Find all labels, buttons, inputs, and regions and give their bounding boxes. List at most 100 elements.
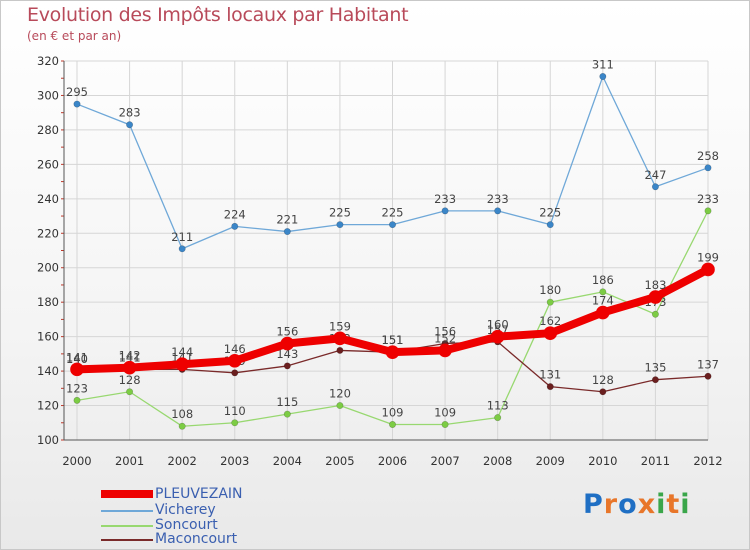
legend-label-pleuvezain: PLEUVEZAIN [155, 486, 243, 502]
data-label-pleuvezain: 151 [382, 333, 404, 347]
data-label-pleuvezain: 152 [434, 331, 456, 345]
data-point-soncourt [441, 420, 449, 428]
legend-swatch-soncourt [101, 525, 153, 527]
data-point-maconcourt [599, 388, 607, 396]
data-point-soncourt [178, 422, 186, 430]
data-point-pleuvezain [175, 357, 189, 372]
data-label-soncourt: 113 [487, 399, 509, 413]
data-label-soncourt: 233 [697, 192, 719, 206]
data-label-maconcourt: 135 [644, 361, 666, 375]
data-point-soncourt [336, 402, 344, 410]
data-point-vicherey [336, 221, 344, 229]
logo-letter: r [603, 489, 619, 520]
data-point-vicherey [441, 207, 449, 215]
proxiti-logo: Proxiti [583, 489, 691, 520]
data-point-pleuvezain [648, 290, 663, 304]
data-label-vicherey: 225 [382, 206, 404, 220]
data-point-soncourt [651, 310, 659, 318]
data-label-soncourt: 109 [434, 405, 456, 419]
data-point-pleuvezain [490, 329, 505, 344]
y-tick-label: 200 [37, 261, 59, 275]
data-point-soncourt [73, 396, 81, 404]
data-point-vicherey [231, 222, 239, 230]
x-tick-label: 2003 [220, 454, 249, 468]
data-label-pleuvezain: 174 [592, 294, 614, 308]
y-tick-label: 300 [37, 88, 59, 102]
y-tick-label: 280 [37, 123, 59, 137]
data-point-pleuvezain [543, 326, 558, 340]
data-point-maconcourt [283, 362, 291, 370]
legend-label-vicherey: Vicherey [155, 502, 216, 518]
chart-subtitle: (en € et par an) [27, 29, 122, 43]
data-label-soncourt: 128 [119, 373, 141, 387]
data-label-soncourt: 108 [171, 407, 193, 421]
data-label-maconcourt: 128 [592, 373, 614, 387]
data-label-soncourt: 123 [66, 381, 88, 395]
data-point-pleuvezain [227, 353, 242, 368]
y-tick-label: 160 [37, 330, 59, 344]
logo-letter: x [637, 489, 657, 520]
data-point-soncourt [283, 410, 291, 418]
data-label-vicherey: 233 [434, 192, 456, 206]
x-tick-label: 2011 [641, 454, 670, 468]
data-label-soncourt: 180 [539, 283, 561, 297]
data-label-vicherey: 258 [697, 149, 719, 163]
y-tick-label: 320 [37, 54, 59, 68]
data-point-pleuvezain [438, 343, 452, 358]
data-point-soncourt [126, 388, 134, 396]
x-tick-label: 2008 [483, 454, 512, 468]
data-point-vicherey [494, 207, 502, 215]
data-label-vicherey: 283 [119, 106, 141, 120]
y-tick-label: 220 [37, 226, 59, 240]
data-point-maconcourt [231, 369, 239, 377]
data-point-soncourt [388, 420, 396, 428]
data-point-pleuvezain [122, 360, 137, 375]
y-tick-label: 240 [37, 192, 59, 206]
legend-swatch-maconcourt [101, 539, 153, 541]
x-tick-label: 2010 [588, 454, 617, 468]
data-label-pleuvezain: 156 [276, 325, 298, 339]
y-tick-label: 100 [37, 433, 59, 447]
data-point-soncourt [494, 414, 502, 422]
data-label-vicherey: 221 [276, 213, 298, 227]
x-tick-label: 2002 [168, 454, 197, 468]
legend-label-maconcourt: Maconcourt [155, 531, 238, 547]
data-label-pleuvezain: 160 [487, 318, 509, 332]
data-point-soncourt [599, 288, 607, 296]
data-point-vicherey [73, 100, 81, 108]
data-label-pleuvezain: 159 [329, 319, 351, 333]
data-label-vicherey: 224 [224, 207, 246, 221]
data-label-pleuvezain: 144 [171, 345, 193, 359]
data-point-maconcourt [704, 372, 712, 380]
data-label-vicherey: 233 [487, 192, 509, 206]
data-label-maconcourt: 131 [539, 368, 561, 382]
data-label-vicherey: 211 [171, 230, 193, 244]
data-label-pleuvezain: 142 [119, 349, 141, 363]
data-label-soncourt: 115 [276, 395, 298, 409]
data-point-pleuvezain [333, 331, 347, 346]
data-label-vicherey: 247 [644, 168, 666, 182]
data-label-pleuvezain: 183 [644, 278, 666, 292]
data-point-pleuvezain [596, 305, 610, 320]
x-tick-label: 2000 [62, 454, 91, 468]
logo-letter: i [656, 489, 667, 520]
x-tick-label: 2006 [378, 454, 407, 468]
data-point-vicherey [546, 221, 554, 229]
data-point-vicherey [388, 221, 396, 229]
data-point-pleuvezain [70, 362, 84, 377]
data-label-pleuvezain: 199 [697, 250, 719, 264]
x-tick-label: 2005 [325, 454, 354, 468]
data-point-soncourt [231, 419, 239, 427]
data-label-maconcourt: 151 [382, 333, 404, 347]
data-point-pleuvezain [701, 262, 715, 277]
data-label-soncourt: 120 [329, 387, 351, 401]
data-point-vicherey [283, 228, 291, 236]
data-point-vicherey [126, 121, 134, 129]
y-tick-label: 120 [37, 399, 59, 413]
data-label-pleuvezain: 162 [539, 314, 561, 328]
legend-swatch-vicherey [101, 510, 153, 512]
data-point-pleuvezain [385, 345, 400, 359]
data-label-soncourt: 186 [592, 273, 614, 287]
